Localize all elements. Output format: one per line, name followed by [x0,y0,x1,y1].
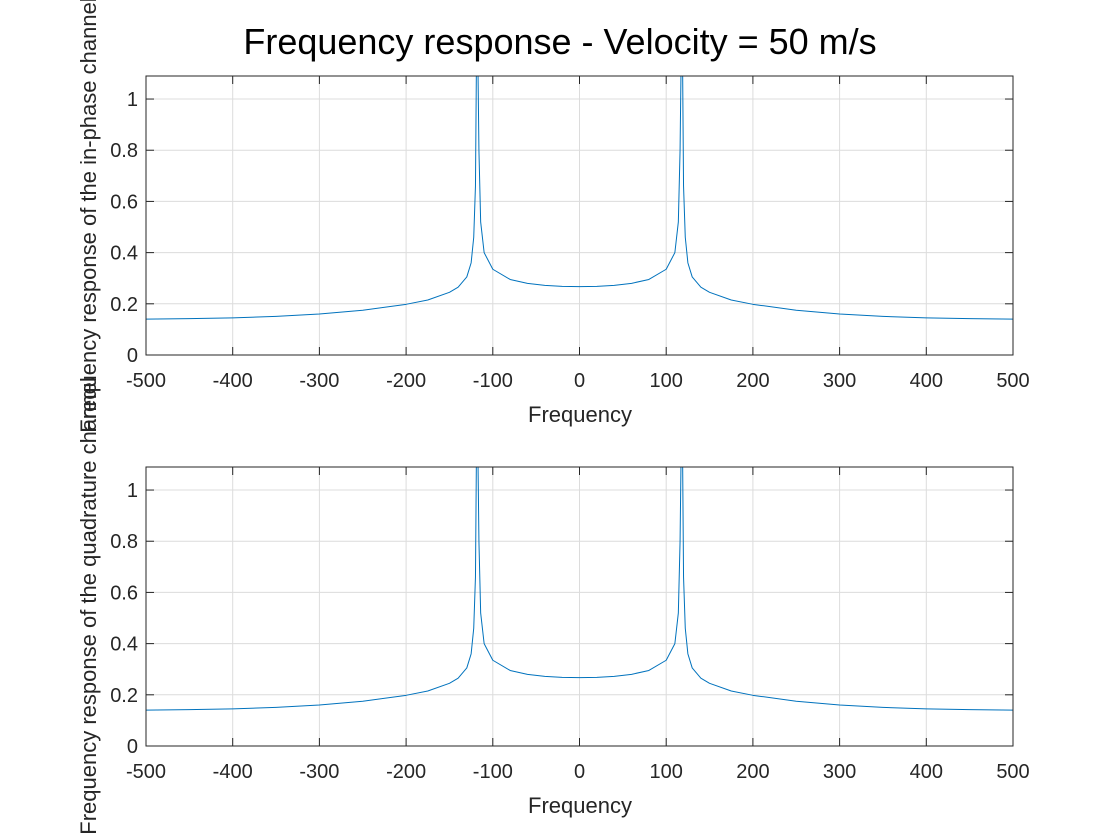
y-tick-label: 0.2 [110,294,138,316]
y-tick-label: 0 [127,345,138,367]
figure-title: Frequency response - Velocity = 50 m/s [243,21,876,62]
x-tick-label: 300 [823,370,856,392]
y-tick-label: 0 [127,736,138,758]
x-tick-label: 100 [650,761,683,783]
x-tick-label: 400 [910,370,943,392]
x-tick-label: 0 [574,761,585,783]
series-line [145,75,1014,320]
y-tick-label: 0.4 [110,243,138,265]
series-layer [145,466,1014,711]
y-tick-label: 0.2 [110,685,138,707]
y-tick-label: 0.6 [110,191,138,213]
x-tick-label: -300 [299,761,339,783]
ticks: -500 -400 -300 -200 -100 0 100 200 300 400 500 0 0.2… [110,467,1030,783]
y-axis-label: Frequency response of the quadrature cha… [76,377,101,834]
x-tick-label: -200 [386,761,426,783]
subplot-in-phase: -500 -400 -300 -200 -100 0 100 200 300 400 500 0 0.2… [76,0,1030,433]
x-tick-label: -500 [126,761,166,783]
y-tick-label: 0.8 [110,140,138,162]
x-tick-label: -100 [473,761,513,783]
subplot-quadrature: -500 -400 -300 -200 -100 0 100 200 300 400 500 0 0.2… [76,377,1030,834]
x-tick-label: 500 [996,370,1029,392]
x-axis-label: Frequency [528,793,632,818]
x-tick-label: 100 [650,370,683,392]
x-tick-label: -200 [386,370,426,392]
x-tick-label: 200 [736,370,769,392]
y-tick-label: 1 [127,480,138,502]
x-tick-label: 300 [823,761,856,783]
y-axis-label: Frequency response of the in-phase chann… [76,0,101,433]
x-tick-label: 0 [574,370,585,392]
y-tick-label: 0.6 [110,582,138,604]
y-tick-label: 0.8 [110,531,138,553]
series-layer [145,75,1014,320]
x-tick-label: -300 [299,370,339,392]
x-tick-label: -400 [213,761,253,783]
x-tick-label: 200 [736,761,769,783]
x-tick-label: -100 [473,370,513,392]
x-tick-label: -500 [126,370,166,392]
y-tick-label: 0.4 [110,634,138,656]
x-tick-label: 400 [910,761,943,783]
y-tick-label: 1 [127,89,138,111]
x-tick-label: 500 [996,761,1029,783]
x-tick-label: -400 [213,370,253,392]
x-axis-label: Frequency [528,402,632,427]
series-line [145,466,1014,711]
ticks: -500 -400 -300 -200 -100 0 100 200 300 400 500 0 0.2… [110,76,1030,392]
